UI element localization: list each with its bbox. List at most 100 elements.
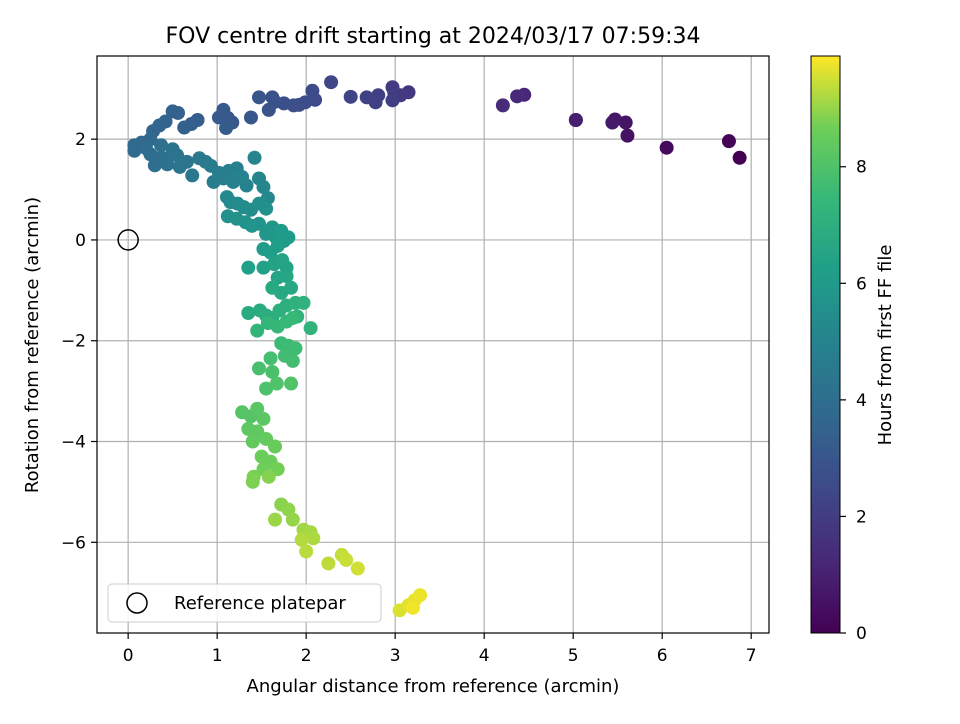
x-tick-label: 0 bbox=[123, 646, 134, 666]
scatter-point bbox=[605, 115, 620, 130]
scatter-point bbox=[306, 531, 321, 546]
scatter-point bbox=[165, 104, 180, 119]
scatter-point bbox=[620, 128, 635, 143]
colorbar-tick-label: 0 bbox=[856, 624, 867, 644]
scatter-point bbox=[659, 140, 674, 155]
scatter-point bbox=[243, 110, 258, 125]
scatter-point bbox=[245, 434, 260, 449]
reference-marker-layer bbox=[117, 229, 139, 251]
scatter-point bbox=[324, 75, 339, 90]
legend-marker-reference bbox=[126, 592, 148, 614]
scatter-point bbox=[321, 556, 336, 571]
scatter-point bbox=[281, 230, 296, 245]
x-tick-label: 2 bbox=[301, 646, 312, 666]
scatter-point bbox=[343, 89, 358, 104]
scatter-point bbox=[261, 469, 276, 484]
x-tick-label: 5 bbox=[568, 646, 579, 666]
grid bbox=[97, 56, 769, 633]
scatter-point bbox=[154, 138, 169, 153]
colorbar-gradient bbox=[810, 55, 841, 634]
x-tick-label: 7 bbox=[746, 646, 757, 666]
legend-label-reference: Reference platepar bbox=[174, 593, 346, 614]
scatter-point bbox=[270, 238, 285, 253]
scatter-point bbox=[284, 376, 299, 391]
scatter-point bbox=[241, 306, 256, 321]
scatter-point bbox=[251, 90, 266, 105]
scatter-point bbox=[359, 90, 374, 105]
colorbar-tick-label: 8 bbox=[856, 158, 867, 178]
y-tick-label: −6 bbox=[61, 533, 86, 553]
colorbar-tick-label: 6 bbox=[856, 274, 867, 294]
scatter-point bbox=[265, 364, 280, 379]
x-axis-label: Angular distance from reference (arcmin) bbox=[247, 676, 620, 697]
scatter-point bbox=[259, 381, 274, 396]
scatter-point bbox=[245, 474, 260, 489]
scatter-point bbox=[285, 353, 300, 368]
colorbar-tick-label: 2 bbox=[856, 507, 867, 527]
scatter-point bbox=[251, 361, 266, 376]
scatter-point bbox=[247, 150, 262, 165]
y-axis-label: Rotation from reference (arcmin) bbox=[22, 197, 43, 493]
scatter-point bbox=[288, 341, 303, 356]
y-tick-label: −4 bbox=[61, 433, 86, 453]
scatter-point bbox=[268, 512, 283, 527]
scatter-point bbox=[256, 260, 271, 275]
scatter-point bbox=[305, 83, 320, 98]
scatter-point bbox=[211, 110, 226, 125]
scatter-point bbox=[179, 154, 194, 169]
scatter-point bbox=[510, 89, 525, 104]
scatter-point bbox=[185, 168, 200, 183]
scatter-point bbox=[350, 561, 365, 576]
scatter-point bbox=[495, 98, 510, 113]
scatter-point bbox=[732, 150, 747, 165]
scatter-point bbox=[219, 121, 234, 136]
x-tick-label: 6 bbox=[657, 646, 668, 666]
scatter-point bbox=[405, 600, 420, 615]
scatter-point bbox=[285, 311, 300, 326]
scatter-point bbox=[251, 216, 266, 231]
scatter-point bbox=[413, 588, 428, 603]
scatter-point bbox=[294, 532, 309, 547]
scatter-point bbox=[265, 280, 280, 295]
scatter-point bbox=[339, 552, 354, 567]
scatter-point bbox=[256, 411, 271, 426]
legend-box bbox=[107, 583, 382, 623]
y-tick-label: 2 bbox=[75, 130, 86, 150]
colorbar-tick-label: 4 bbox=[856, 391, 867, 411]
plot-frame bbox=[96, 55, 770, 634]
chart-title: FOV centre drift starting at 2024/03/17 … bbox=[166, 24, 701, 49]
scatter-point bbox=[385, 93, 400, 108]
scatter-point bbox=[261, 102, 276, 117]
scatter-point bbox=[296, 295, 311, 310]
scatter-point bbox=[299, 544, 314, 559]
reference-platepar-marker bbox=[117, 229, 139, 251]
y-tick-label: −2 bbox=[61, 332, 86, 352]
colorbar: 0 2 4 6 8 Hours from first FF file bbox=[810, 55, 896, 644]
scatter-point bbox=[256, 180, 271, 195]
scatter-point bbox=[127, 143, 142, 158]
scatter-point bbox=[250, 401, 265, 416]
legend: Reference platepar bbox=[107, 583, 382, 623]
scatter-point bbox=[285, 512, 300, 527]
scatter-point bbox=[268, 439, 283, 454]
scatter-point bbox=[265, 90, 280, 105]
colorbar-ticks: 0 2 4 6 8 bbox=[840, 158, 867, 644]
x-tick-label: 3 bbox=[390, 646, 401, 666]
scatter-point bbox=[259, 201, 274, 216]
x-tick-label: 4 bbox=[479, 646, 490, 666]
scatter-point bbox=[241, 260, 256, 275]
scatter-points bbox=[127, 75, 747, 618]
scatter-point bbox=[303, 321, 318, 336]
scatter-point bbox=[160, 157, 175, 172]
scatter-point bbox=[568, 112, 583, 127]
colorbar-label: Hours from first FF file bbox=[875, 245, 896, 446]
scatter-point bbox=[279, 269, 294, 284]
scatter-point bbox=[177, 120, 192, 135]
scatter-point bbox=[721, 134, 736, 149]
scatter-point bbox=[385, 80, 400, 95]
y-axis-ticks: −6 −4 −2 0 2 bbox=[61, 130, 97, 553]
scatter-point bbox=[618, 115, 633, 130]
x-tick-label: 1 bbox=[212, 646, 223, 666]
